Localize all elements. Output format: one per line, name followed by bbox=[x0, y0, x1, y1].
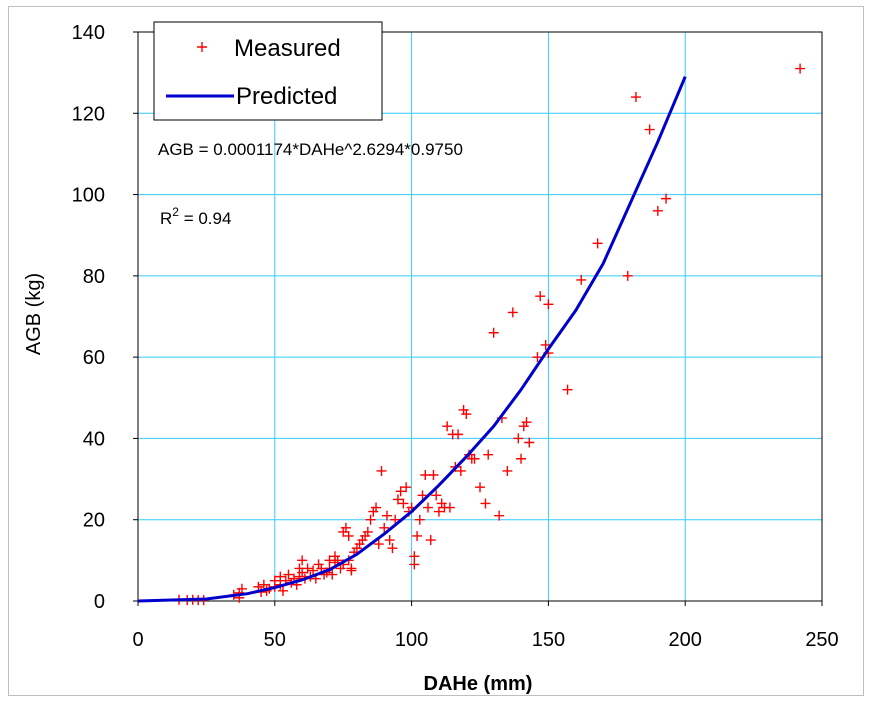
y-tick-label: 20 bbox=[83, 510, 105, 532]
legend-predicted-label: Predicted bbox=[236, 83, 337, 110]
measured-point bbox=[494, 510, 505, 521]
measured-point bbox=[543, 299, 554, 310]
measured-point bbox=[302, 563, 313, 574]
legend-measured-marker bbox=[197, 42, 207, 52]
r2-prefix: R bbox=[160, 209, 172, 228]
measured-point bbox=[535, 291, 546, 302]
measured-point bbox=[390, 514, 401, 525]
measured-point bbox=[622, 270, 633, 281]
measured-point bbox=[461, 409, 472, 420]
measured-point bbox=[795, 63, 806, 74]
y-tick-label: 120 bbox=[72, 103, 105, 125]
measured-point bbox=[630, 92, 641, 103]
measured-point bbox=[327, 569, 338, 580]
measured-point bbox=[297, 567, 308, 578]
y-tick-label: 40 bbox=[83, 428, 105, 450]
measured-point bbox=[453, 429, 464, 440]
x-axis-title: DAHe (mm) bbox=[424, 673, 533, 695]
equation-annotation: AGB = 0.0001174*DAHe^2.6294*0.9750 bbox=[158, 140, 463, 159]
r2-superscript: 2 bbox=[172, 205, 179, 219]
y-tick-label: 0 bbox=[94, 591, 105, 613]
measured-point bbox=[365, 514, 376, 525]
measured-point bbox=[412, 530, 423, 541]
measured-point bbox=[592, 238, 603, 249]
measured-point bbox=[507, 307, 518, 318]
measured-point bbox=[480, 498, 491, 509]
x-tick-label: 200 bbox=[669, 629, 702, 651]
x-tick-label: 50 bbox=[264, 629, 286, 651]
measured-point bbox=[469, 453, 480, 464]
measured-point bbox=[398, 498, 409, 509]
measured-point bbox=[455, 465, 466, 476]
measured-point bbox=[297, 555, 308, 566]
x-tick-label: 100 bbox=[395, 629, 428, 651]
x-tick-label: 250 bbox=[805, 629, 838, 651]
measured-point bbox=[431, 490, 442, 501]
measured-point bbox=[376, 465, 387, 476]
measured-point bbox=[236, 583, 247, 594]
measured-point bbox=[442, 421, 453, 432]
measured-point bbox=[401, 482, 412, 493]
x-tick-label: 150 bbox=[532, 629, 565, 651]
y-axis-ticks: 0 20 40 60 80 100 120 140 bbox=[72, 22, 138, 613]
predicted-series-line bbox=[137, 76, 687, 603]
measured-point bbox=[423, 502, 434, 513]
measured-point bbox=[425, 535, 436, 546]
legend-box bbox=[153, 21, 383, 121]
x-axis-ticks: 0 50 100 150 200 250 bbox=[132, 601, 839, 651]
measured-point bbox=[475, 482, 485, 493]
measured-point bbox=[278, 585, 289, 596]
plot-area bbox=[137, 31, 823, 602]
measured-point bbox=[521, 417, 532, 428]
measured-point bbox=[444, 502, 455, 513]
y-axis-title: AGB (kg) bbox=[23, 273, 45, 355]
measured-point bbox=[395, 486, 406, 497]
measured-point bbox=[346, 565, 357, 576]
measured-point bbox=[428, 470, 439, 481]
measured-point bbox=[488, 327, 499, 338]
measured-series bbox=[174, 63, 806, 606]
measured-point bbox=[381, 510, 392, 521]
measured-point bbox=[379, 522, 390, 533]
r2-value: = 0.94 bbox=[179, 209, 231, 228]
y-tick-label: 80 bbox=[83, 266, 105, 288]
r-squared-annotation: R2 = 0.94 bbox=[160, 205, 231, 228]
measured-point bbox=[661, 193, 672, 204]
measured-point bbox=[540, 339, 551, 350]
x-tick-label: 0 bbox=[132, 629, 143, 651]
y-tick-label: 60 bbox=[83, 347, 105, 369]
y-tick-label: 100 bbox=[72, 185, 105, 207]
measured-point bbox=[532, 352, 543, 363]
legend-measured-marker-cross bbox=[197, 42, 207, 52]
measured-point bbox=[362, 526, 373, 537]
measured-point bbox=[644, 124, 655, 135]
measured-point bbox=[340, 522, 351, 533]
measured-point bbox=[417, 490, 428, 501]
measured-point bbox=[258, 579, 269, 590]
measured-point bbox=[562, 384, 573, 395]
y-tick-label: 140 bbox=[72, 22, 105, 44]
legend: Measured Predicted bbox=[153, 21, 383, 121]
measured-point bbox=[387, 543, 398, 554]
measured-point bbox=[392, 494, 403, 505]
measured-point bbox=[483, 449, 494, 460]
measured-point bbox=[502, 465, 513, 476]
measured-point bbox=[283, 569, 294, 580]
measured-point bbox=[371, 502, 382, 513]
measured-point bbox=[384, 535, 395, 546]
measured-point bbox=[433, 506, 444, 517]
measured-point bbox=[308, 565, 319, 576]
measured-point bbox=[373, 539, 384, 550]
chart-frame bbox=[8, 6, 864, 696]
measured-point bbox=[652, 205, 663, 216]
measured-point bbox=[409, 551, 420, 562]
measured-point bbox=[524, 437, 535, 448]
measured-point bbox=[513, 433, 524, 444]
measured-point bbox=[343, 530, 354, 541]
measured-point bbox=[516, 453, 527, 464]
measured-point bbox=[414, 514, 425, 525]
measured-point bbox=[576, 274, 587, 285]
legend-measured-label: Measured bbox=[234, 35, 341, 62]
